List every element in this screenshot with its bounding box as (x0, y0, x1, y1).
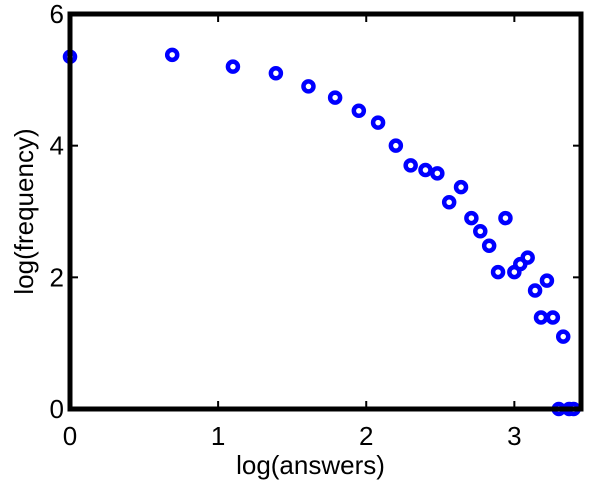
x-tick-label: 2 (359, 421, 373, 451)
data-point (520, 250, 535, 265)
x-tick-label: 1 (211, 421, 225, 451)
y-tick-label: 6 (50, 0, 64, 29)
data-point (164, 47, 180, 63)
data-point (498, 210, 513, 226)
x-tick-label: 3 (507, 421, 521, 451)
data-point (351, 103, 367, 119)
data-point (539, 273, 555, 288)
data-point (527, 283, 543, 298)
x-tick-label: 0 (63, 421, 77, 451)
data-point (403, 158, 418, 173)
data-point (268, 66, 284, 81)
y-axis-label: log(frequency) (9, 128, 39, 294)
data-point (327, 90, 343, 105)
data-points (62, 47, 581, 417)
y-tick-label: 0 (50, 394, 64, 424)
data-point (388, 138, 404, 153)
data-point (301, 79, 316, 94)
data-point (490, 264, 506, 280)
x-tick-labels: 0 1 2 3 (63, 421, 522, 451)
data-point (545, 310, 561, 325)
data-point (418, 162, 433, 178)
y-tick-labels: 0 2 4 6 (50, 0, 64, 424)
data-point (481, 238, 497, 253)
data-point (370, 115, 386, 130)
data-point (430, 166, 445, 181)
y-tick-label: 2 (50, 262, 64, 292)
data-point (555, 329, 571, 344)
data-point (473, 224, 488, 239)
y-tick-label: 4 (50, 131, 64, 161)
plot-frame (67, 11, 584, 412)
data-point (453, 179, 469, 195)
data-point (464, 210, 479, 226)
x-axis-label: log(answers) (236, 450, 385, 480)
data-point (225, 59, 241, 74)
data-point (441, 195, 457, 210)
data-point (533, 310, 549, 325)
